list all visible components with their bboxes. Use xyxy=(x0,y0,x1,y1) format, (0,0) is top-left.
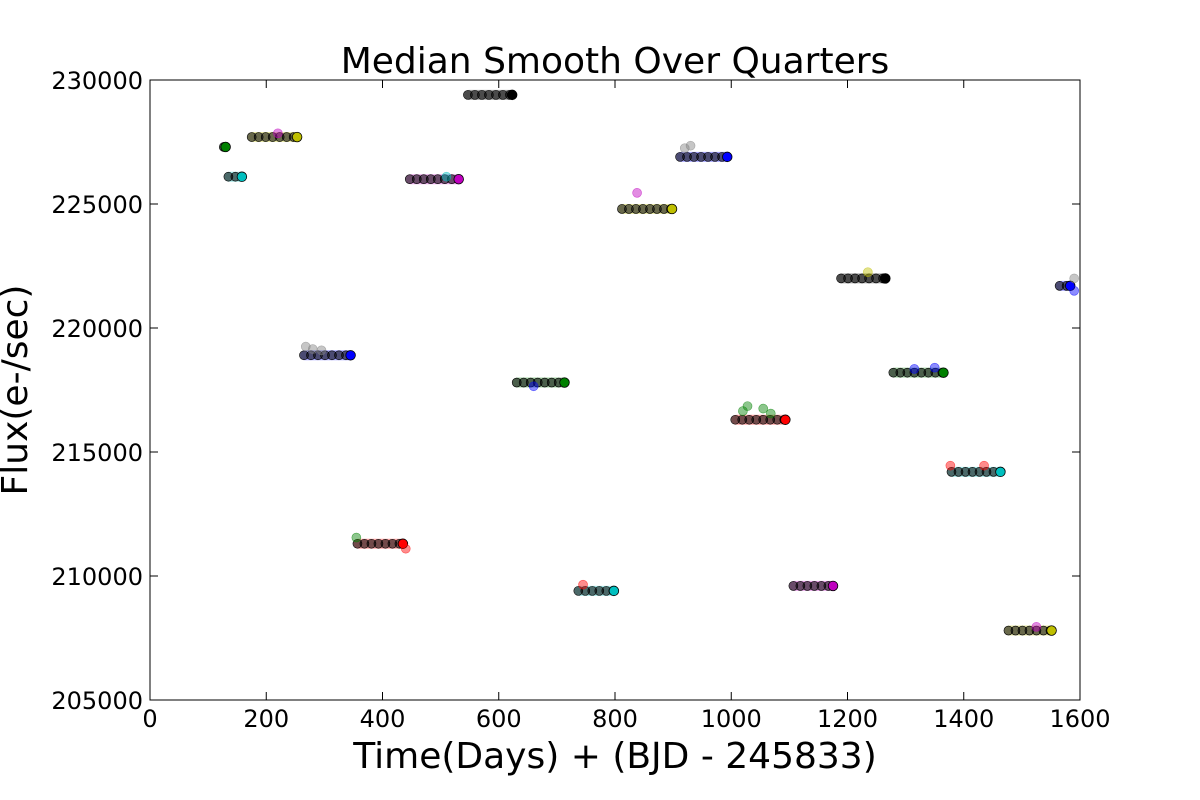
y-axis-ticks: 205000 210000 215000 220000 225000 230000 xyxy=(51,67,1080,715)
y-tick-label: 220000 xyxy=(51,315,143,343)
y-axis-label: Flux(e-/sec) xyxy=(0,285,36,496)
quarter-series-14 xyxy=(836,273,891,284)
x-tick-label: 200 xyxy=(243,705,289,733)
quarter-series-3 xyxy=(246,131,303,143)
x-tick-label: 1600 xyxy=(1049,705,1110,733)
outlier-point xyxy=(679,143,690,153)
quarter-series-6 xyxy=(404,173,464,185)
quarter-series-4 xyxy=(299,350,356,361)
outlier-point xyxy=(1069,285,1079,296)
y-tick-label: 205000 xyxy=(51,687,143,715)
outlier-point xyxy=(1031,622,1042,632)
outlier-point xyxy=(273,128,283,139)
x-tick-label: 600 xyxy=(476,705,522,733)
quarter-series-13 xyxy=(788,580,839,592)
outlier-point xyxy=(307,344,318,354)
data-point-end xyxy=(608,585,620,597)
quarter-series-11 xyxy=(675,151,733,163)
data-point-end xyxy=(938,367,949,378)
quarter-series-9 xyxy=(573,585,620,597)
y-tick-label: 225000 xyxy=(51,191,143,219)
y-tick-label: 215000 xyxy=(51,439,143,467)
outlier-point xyxy=(441,171,452,182)
outlier-point xyxy=(945,460,956,471)
data-point-end xyxy=(827,580,839,592)
quarter-series-10 xyxy=(617,203,678,215)
data-point-end xyxy=(1046,625,1057,636)
outlier-point xyxy=(742,401,753,411)
x-tick-label: 1000 xyxy=(701,705,762,733)
plot-marks xyxy=(218,89,1079,636)
quarter-series-1 xyxy=(218,141,231,153)
outlier-point xyxy=(765,408,776,419)
quarter-series-18 xyxy=(1054,280,1076,292)
y-tick-label: 210000 xyxy=(51,563,143,591)
x-tick-label: 800 xyxy=(592,705,638,733)
plot-frame xyxy=(149,79,1081,701)
data-point-end xyxy=(345,350,356,361)
data-point-end xyxy=(666,203,678,215)
x-axis-ticks: 0 200 400 600 800 1000 1200 1400 1600 xyxy=(142,80,1111,733)
outlier-point xyxy=(979,460,989,471)
data-point-end xyxy=(236,171,248,182)
x-axis-label: Time(Days) + (BJD - 245833) xyxy=(352,736,877,777)
quarter-series-15 xyxy=(888,367,949,378)
data-point-end xyxy=(506,89,518,101)
outlier-point xyxy=(909,364,920,374)
y-tick-label: 230000 xyxy=(51,67,143,95)
outlier-point xyxy=(1069,273,1079,284)
data-point-end xyxy=(397,538,409,549)
x-tick-label: 0 xyxy=(142,705,157,733)
outlier-point xyxy=(929,362,940,373)
outlier-point xyxy=(578,579,588,590)
quarter-series-8 xyxy=(511,377,570,388)
outlier-point xyxy=(400,543,411,554)
quarter-series-5 xyxy=(352,538,409,549)
data-point-end xyxy=(559,377,570,388)
quarter-series-16 xyxy=(946,466,1006,478)
quarter-series-12 xyxy=(730,414,791,425)
data-point-end xyxy=(780,414,791,425)
outlier-point xyxy=(685,140,696,151)
x-tick-label: 1400 xyxy=(933,705,994,733)
outlier-point xyxy=(528,381,539,392)
quarter-series-7 xyxy=(463,89,518,101)
quarter-series-2 xyxy=(223,171,248,182)
chart-title: Median Smooth Over Quarters xyxy=(341,41,890,82)
data-point-end xyxy=(880,273,891,284)
x-tick-label: 400 xyxy=(360,705,406,733)
outlier-point xyxy=(758,403,769,414)
outlier-point xyxy=(632,188,642,198)
outlier-point xyxy=(863,267,873,278)
data-point-end xyxy=(291,131,303,143)
data-point-end xyxy=(220,141,231,153)
quarter-series-17 xyxy=(1003,625,1057,636)
data-point-end xyxy=(995,466,1006,478)
outlier-point xyxy=(351,532,362,543)
x-tick-label: 1200 xyxy=(817,705,878,733)
data-point-end xyxy=(453,173,464,185)
data-point-end xyxy=(722,151,733,163)
outlier-point xyxy=(316,345,327,356)
